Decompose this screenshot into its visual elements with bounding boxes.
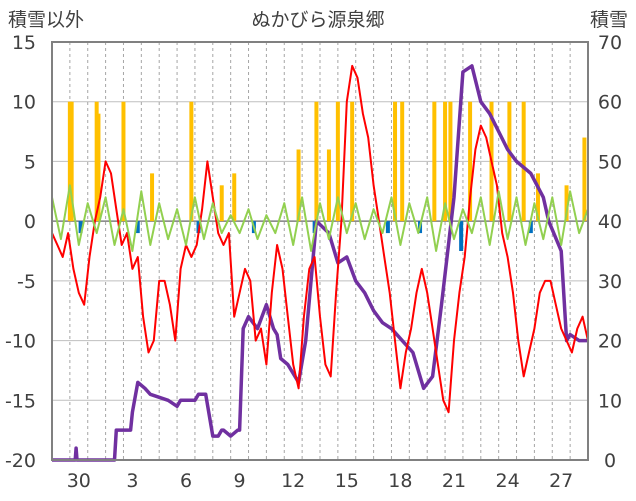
precipitation-bar xyxy=(219,185,224,222)
right-tick-label: 30 xyxy=(598,271,622,293)
x-tick-label: 9 xyxy=(234,470,246,492)
precipitation-bar xyxy=(296,149,301,222)
negative_bars-bar xyxy=(135,221,140,234)
right-tick-label: 70 xyxy=(598,32,622,54)
x-tick-label: 12 xyxy=(281,470,305,492)
precipitation-bar xyxy=(448,101,453,222)
left-tick-label: -15 xyxy=(5,390,36,412)
chart-title: ぬかびら源泉郷 xyxy=(251,9,384,31)
precipitation-bar xyxy=(507,101,512,222)
precipitation-bar xyxy=(150,173,155,222)
precipitation-bar xyxy=(314,101,319,222)
daily_variation-line xyxy=(51,184,589,252)
left-tick-label: -5 xyxy=(17,271,36,293)
negative_bars-bar xyxy=(78,221,83,234)
precipitation-bar xyxy=(564,185,569,222)
precipitation-bar xyxy=(443,101,448,222)
precipitation-bar xyxy=(326,149,331,222)
precipitation-bar xyxy=(69,101,74,222)
x-tick-label: 27 xyxy=(549,470,573,492)
negative_bars-bar xyxy=(385,221,390,234)
negative_bars-bar xyxy=(459,221,464,251)
left-tick-label: -20 xyxy=(5,450,36,472)
precipitation-bar xyxy=(96,113,101,222)
x-tick-label: 6 xyxy=(180,470,192,492)
x-tick-label: 30 xyxy=(67,470,91,492)
right-tick-label: 0 xyxy=(604,450,616,472)
precipitation-bar xyxy=(121,101,126,222)
precipitation-bar xyxy=(582,137,587,222)
negative_bars-bar xyxy=(528,221,533,234)
right-tick-label: 40 xyxy=(598,211,622,233)
left-tick-label: 10 xyxy=(12,92,36,114)
left-tick-label: -10 xyxy=(5,331,36,353)
left-axis-title: 積雪以外 xyxy=(8,9,84,31)
precipitation-bar xyxy=(393,101,398,222)
precipitation-bar xyxy=(521,101,526,222)
x-tick-label: 21 xyxy=(442,470,466,492)
precipitation-bar xyxy=(468,101,473,222)
right-tick-label: 10 xyxy=(598,390,622,412)
lines-layer xyxy=(51,64,589,462)
x-tick-label: 3 xyxy=(126,470,138,492)
left-tick-label: 15 xyxy=(12,32,36,54)
grid xyxy=(52,41,588,461)
right-tick-label: 20 xyxy=(598,331,622,353)
right-axis-title: 積雪 xyxy=(590,9,628,31)
right-tick-label: 50 xyxy=(598,151,622,173)
left-tick-label: 0 xyxy=(24,211,36,233)
precipitation-bar xyxy=(232,173,237,222)
precipitation-bar xyxy=(535,173,540,222)
x-tick-label: 15 xyxy=(335,470,359,492)
x-tick-label: 18 xyxy=(388,470,412,492)
precipitation-bar xyxy=(335,101,340,222)
right-tick-label: 60 xyxy=(598,92,622,114)
precipitation-bar xyxy=(400,101,405,222)
plot-frame xyxy=(51,41,589,461)
snow_depth-line xyxy=(52,64,588,462)
precipitation-bar xyxy=(350,101,355,222)
precipitation-bar xyxy=(432,101,437,222)
x-tick-label: 24 xyxy=(496,470,520,492)
temperature-line xyxy=(51,64,589,414)
left-tick-label: 5 xyxy=(24,151,36,173)
precipitation-bar xyxy=(189,101,194,222)
